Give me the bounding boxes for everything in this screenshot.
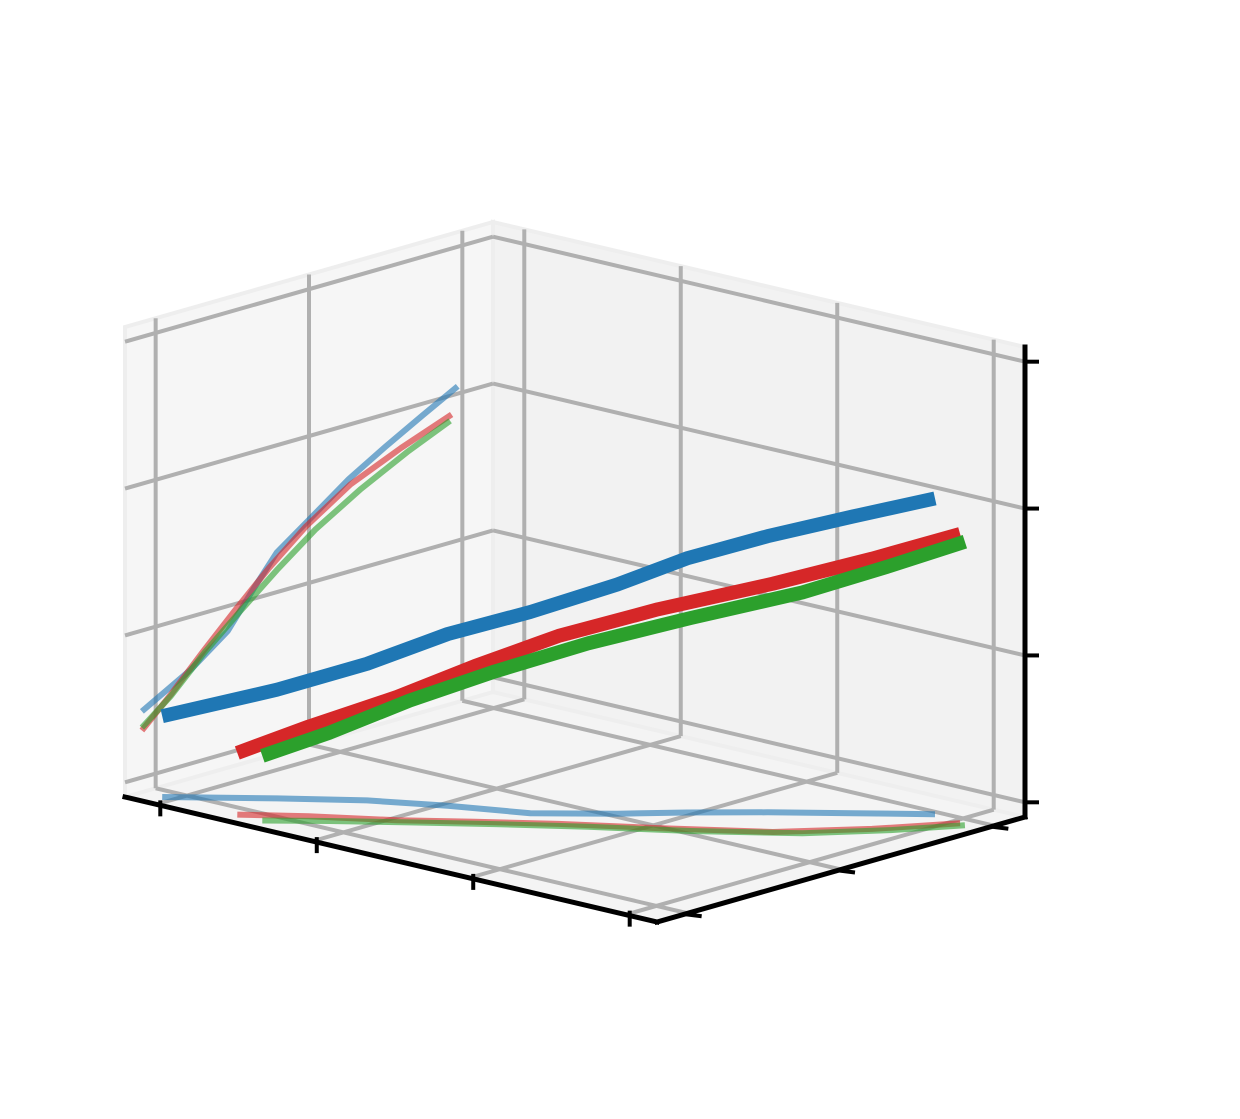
gridline-z-side xyxy=(124,234,494,344)
series-2-line xyxy=(260,535,968,763)
y-axis-tick xyxy=(838,868,856,875)
gridline-z-back xyxy=(492,381,1026,511)
series-lines xyxy=(160,491,968,763)
series-0-line xyxy=(160,491,937,724)
y-axis-tick xyxy=(685,912,702,919)
series-2-floor-projection xyxy=(262,817,966,837)
gridline-y-floor xyxy=(308,742,842,872)
gridline-z-side xyxy=(124,528,494,638)
series-0-floor-projection xyxy=(162,794,936,818)
y-axis-tick xyxy=(992,824,1009,831)
gridline-z-back xyxy=(492,234,1026,364)
axis-lines xyxy=(121,344,1039,927)
gridline-y-floor xyxy=(155,786,689,916)
series-1-line xyxy=(234,527,962,760)
x-axis-line xyxy=(121,793,661,926)
gridline-y-floor xyxy=(461,698,995,828)
gridline-z-side xyxy=(124,381,494,491)
gridline-z-back xyxy=(492,675,1026,805)
projection-lines xyxy=(139,383,966,837)
series-2-side-projection xyxy=(139,418,452,730)
